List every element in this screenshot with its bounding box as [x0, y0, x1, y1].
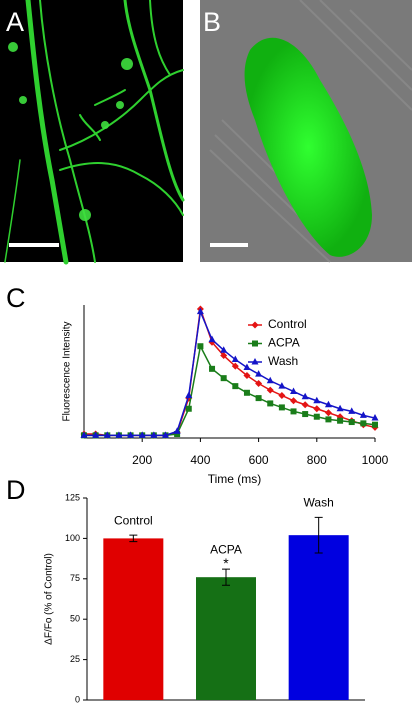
- marker: [127, 431, 135, 438]
- bar: [103, 538, 164, 700]
- marker: [348, 407, 356, 414]
- marker: [290, 387, 298, 394]
- bar: [288, 535, 349, 700]
- y-tick-label: 50: [70, 614, 80, 624]
- marker: [174, 431, 181, 438]
- y-tick-label: 25: [70, 654, 80, 664]
- marker: [324, 409, 332, 417]
- marker: [232, 383, 239, 390]
- marker: [185, 391, 193, 398]
- marker: [243, 389, 250, 396]
- category-label: Control: [114, 513, 153, 527]
- marker: [251, 321, 259, 329]
- marker: [196, 307, 204, 315]
- marker: [313, 396, 321, 404]
- x-tick-label: 400: [190, 453, 210, 467]
- micrograph-b: [200, 0, 412, 263]
- marker: [302, 411, 309, 418]
- marker: [220, 375, 227, 382]
- marker: [209, 365, 216, 372]
- x-axis-title: Time (ms): [208, 472, 262, 486]
- category-label: Wash: [304, 496, 334, 510]
- marker: [278, 382, 286, 389]
- marker: [251, 358, 259, 365]
- panel-label: B: [203, 7, 221, 37]
- marker: [359, 411, 367, 418]
- marker: [290, 397, 298, 405]
- marker: [173, 427, 181, 434]
- marker: [336, 404, 344, 412]
- y-axis-title: Fluorescence Intensity: [62, 321, 73, 421]
- marker: [325, 416, 332, 423]
- marker: [231, 355, 239, 363]
- marker: [231, 362, 239, 370]
- marker: [208, 335, 216, 343]
- marker: [161, 431, 169, 438]
- marker: [372, 421, 378, 428]
- legend-label: ACPA: [268, 336, 300, 350]
- marker: [278, 391, 286, 399]
- marker: [103, 431, 111, 438]
- y-tick-label: 0: [75, 694, 80, 704]
- marker: [266, 376, 274, 384]
- y-tick-label: 75: [70, 573, 80, 583]
- marker: [266, 386, 274, 394]
- x-tick-label: 200: [132, 453, 152, 467]
- marker: [348, 419, 355, 426]
- x-tick-label: 600: [249, 453, 269, 467]
- marker: [92, 431, 100, 438]
- marker: [337, 417, 344, 424]
- marker: [267, 400, 274, 407]
- marker: [255, 379, 263, 387]
- x-tick-label: 1000: [362, 453, 389, 467]
- marker: [243, 363, 251, 371]
- category-label: ACPA: [210, 542, 242, 556]
- annotation: *: [223, 555, 229, 571]
- marker: [220, 352, 228, 360]
- panel-label: D: [6, 475, 26, 505]
- y-tick-label: 100: [65, 533, 80, 543]
- legend-label: Control: [268, 317, 307, 331]
- marker: [301, 401, 309, 409]
- x-tick-label: 800: [307, 453, 327, 467]
- marker: [313, 413, 320, 420]
- marker: [138, 431, 146, 438]
- marker: [313, 405, 321, 413]
- micrograph-a: [0, 0, 185, 265]
- legend-label: Wash: [268, 354, 298, 368]
- marker: [150, 431, 158, 438]
- marker: [290, 408, 297, 415]
- marker: [278, 404, 285, 411]
- error-bar: [129, 534, 138, 543]
- y-axis-title: ΔF/Fo (% of Control): [44, 553, 55, 645]
- marker: [252, 340, 258, 347]
- marker: [371, 414, 379, 421]
- marker: [255, 370, 263, 377]
- error-bar: [222, 568, 230, 586]
- marker: [324, 400, 332, 408]
- marker: [80, 431, 88, 438]
- marker: [115, 431, 123, 438]
- marker: [360, 420, 367, 427]
- marker: [220, 346, 228, 353]
- error-bar: [314, 516, 323, 554]
- marker: [243, 371, 251, 379]
- panel-label: C: [6, 283, 26, 313]
- marker: [255, 395, 262, 402]
- y-tick-label: 125: [65, 492, 80, 502]
- bar: [196, 577, 256, 700]
- marker: [301, 392, 309, 400]
- panel-label: A: [6, 7, 24, 37]
- marker: [197, 343, 204, 350]
- marker: [185, 405, 192, 412]
